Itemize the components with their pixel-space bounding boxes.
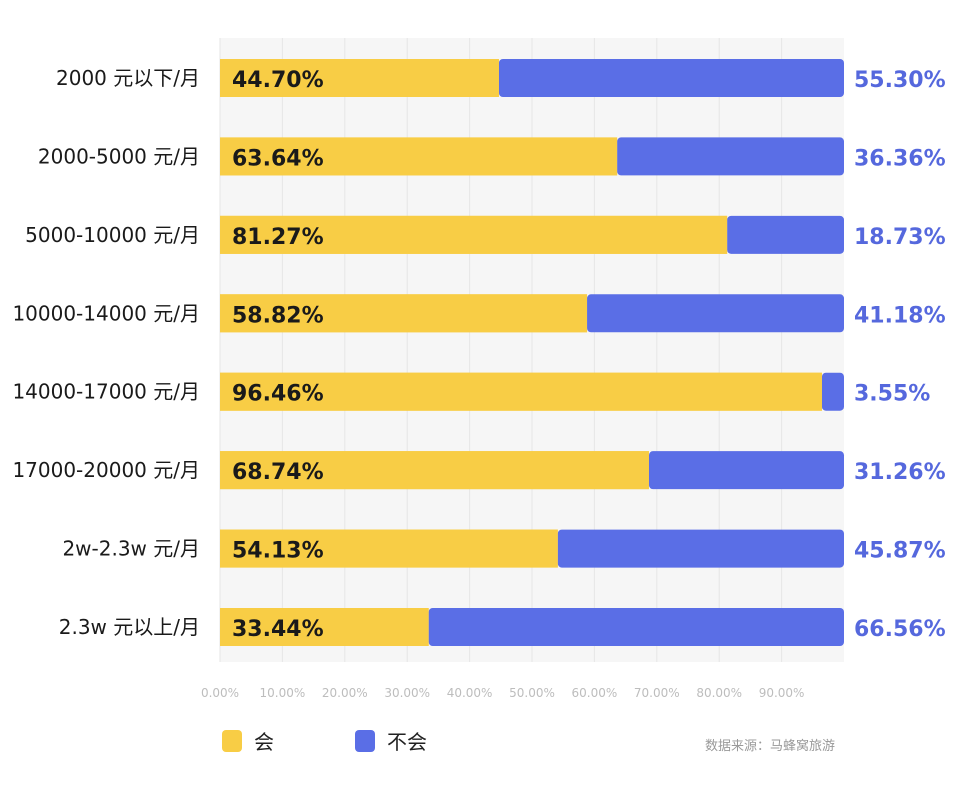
value-label-no: 31.26%: [854, 460, 946, 485]
category-label: 2000 元以下/月: [56, 66, 200, 90]
value-label-yes: 44.70%: [232, 68, 324, 93]
x-tick-label: 60.00%: [572, 686, 618, 700]
value-label-yes: 54.13%: [232, 539, 324, 564]
bar-yes-overlay: [220, 215, 728, 254]
bar-no: [498, 59, 844, 97]
value-label-yes: 81.27%: [232, 225, 324, 250]
bar-yes-overlay: [220, 59, 499, 97]
x-tick-label: 0.00%: [201, 686, 239, 700]
x-tick-label: 20.00%: [322, 686, 368, 700]
value-label-yes: 68.74%: [232, 460, 324, 485]
bar-no: [821, 372, 844, 411]
category-label: 17000-20000 元/月: [12, 458, 200, 482]
value-label-yes: 58.82%: [232, 303, 324, 328]
value-label-no: 3.55%: [854, 382, 930, 407]
bar-yes-overlay: [220, 608, 429, 646]
bar-yes-overlay: [220, 137, 618, 176]
x-tick-label: 40.00%: [447, 686, 493, 700]
value-label-yes: 33.44%: [232, 617, 324, 642]
x-tick-label: 70.00%: [634, 686, 680, 700]
bar-no: [428, 608, 844, 646]
category-label: 10000-14000 元/月: [12, 301, 200, 325]
legend-label-no: 不会: [387, 730, 427, 754]
x-tick-label: 80.00%: [696, 686, 742, 700]
x-tick-label: 50.00%: [509, 686, 555, 700]
legend-swatch-yes: [222, 729, 242, 752]
legend-item-no: 不会: [355, 726, 427, 755]
bar-yes-overlay: [220, 529, 558, 568]
bar-yes-overlay: [220, 451, 649, 490]
legend-label-yes: 会: [254, 730, 274, 754]
data-source: 数据来源：马蜂窝旅游: [705, 739, 836, 754]
bar-yes-overlay: [220, 294, 588, 333]
x-tick-label: 90.00%: [759, 686, 805, 700]
bar-no: [557, 529, 844, 568]
bar-no: [648, 451, 844, 490]
legend-item-yes: 会: [222, 726, 274, 755]
bar-no: [617, 137, 844, 176]
x-tick-label: 10.00%: [260, 686, 306, 700]
value-label-no: 45.87%: [854, 539, 946, 564]
category-label: 14000-17000 元/月: [12, 380, 200, 404]
value-label-yes: 63.64%: [232, 146, 324, 171]
value-label-no: 18.73%: [854, 225, 946, 250]
value-label-no: 36.36%: [854, 146, 946, 171]
value-label-yes: 96.46%: [232, 382, 324, 407]
category-label: 5000-10000 元/月: [25, 223, 200, 247]
value-label-no: 41.18%: [854, 303, 946, 328]
category-label: 2000-5000 元/月: [38, 144, 200, 168]
value-label-no: 66.56%: [854, 617, 946, 642]
legend-swatch-no: [355, 729, 375, 752]
bar-no: [727, 215, 844, 254]
category-label: 2.3w 元以上/月: [59, 615, 200, 639]
bar-no: [587, 294, 844, 333]
category-label: 2w-2.3w 元/月: [62, 537, 200, 561]
value-label-no: 55.30%: [854, 68, 946, 93]
x-tick-label: 30.00%: [384, 686, 430, 700]
bar-yes-overlay: [220, 372, 822, 411]
